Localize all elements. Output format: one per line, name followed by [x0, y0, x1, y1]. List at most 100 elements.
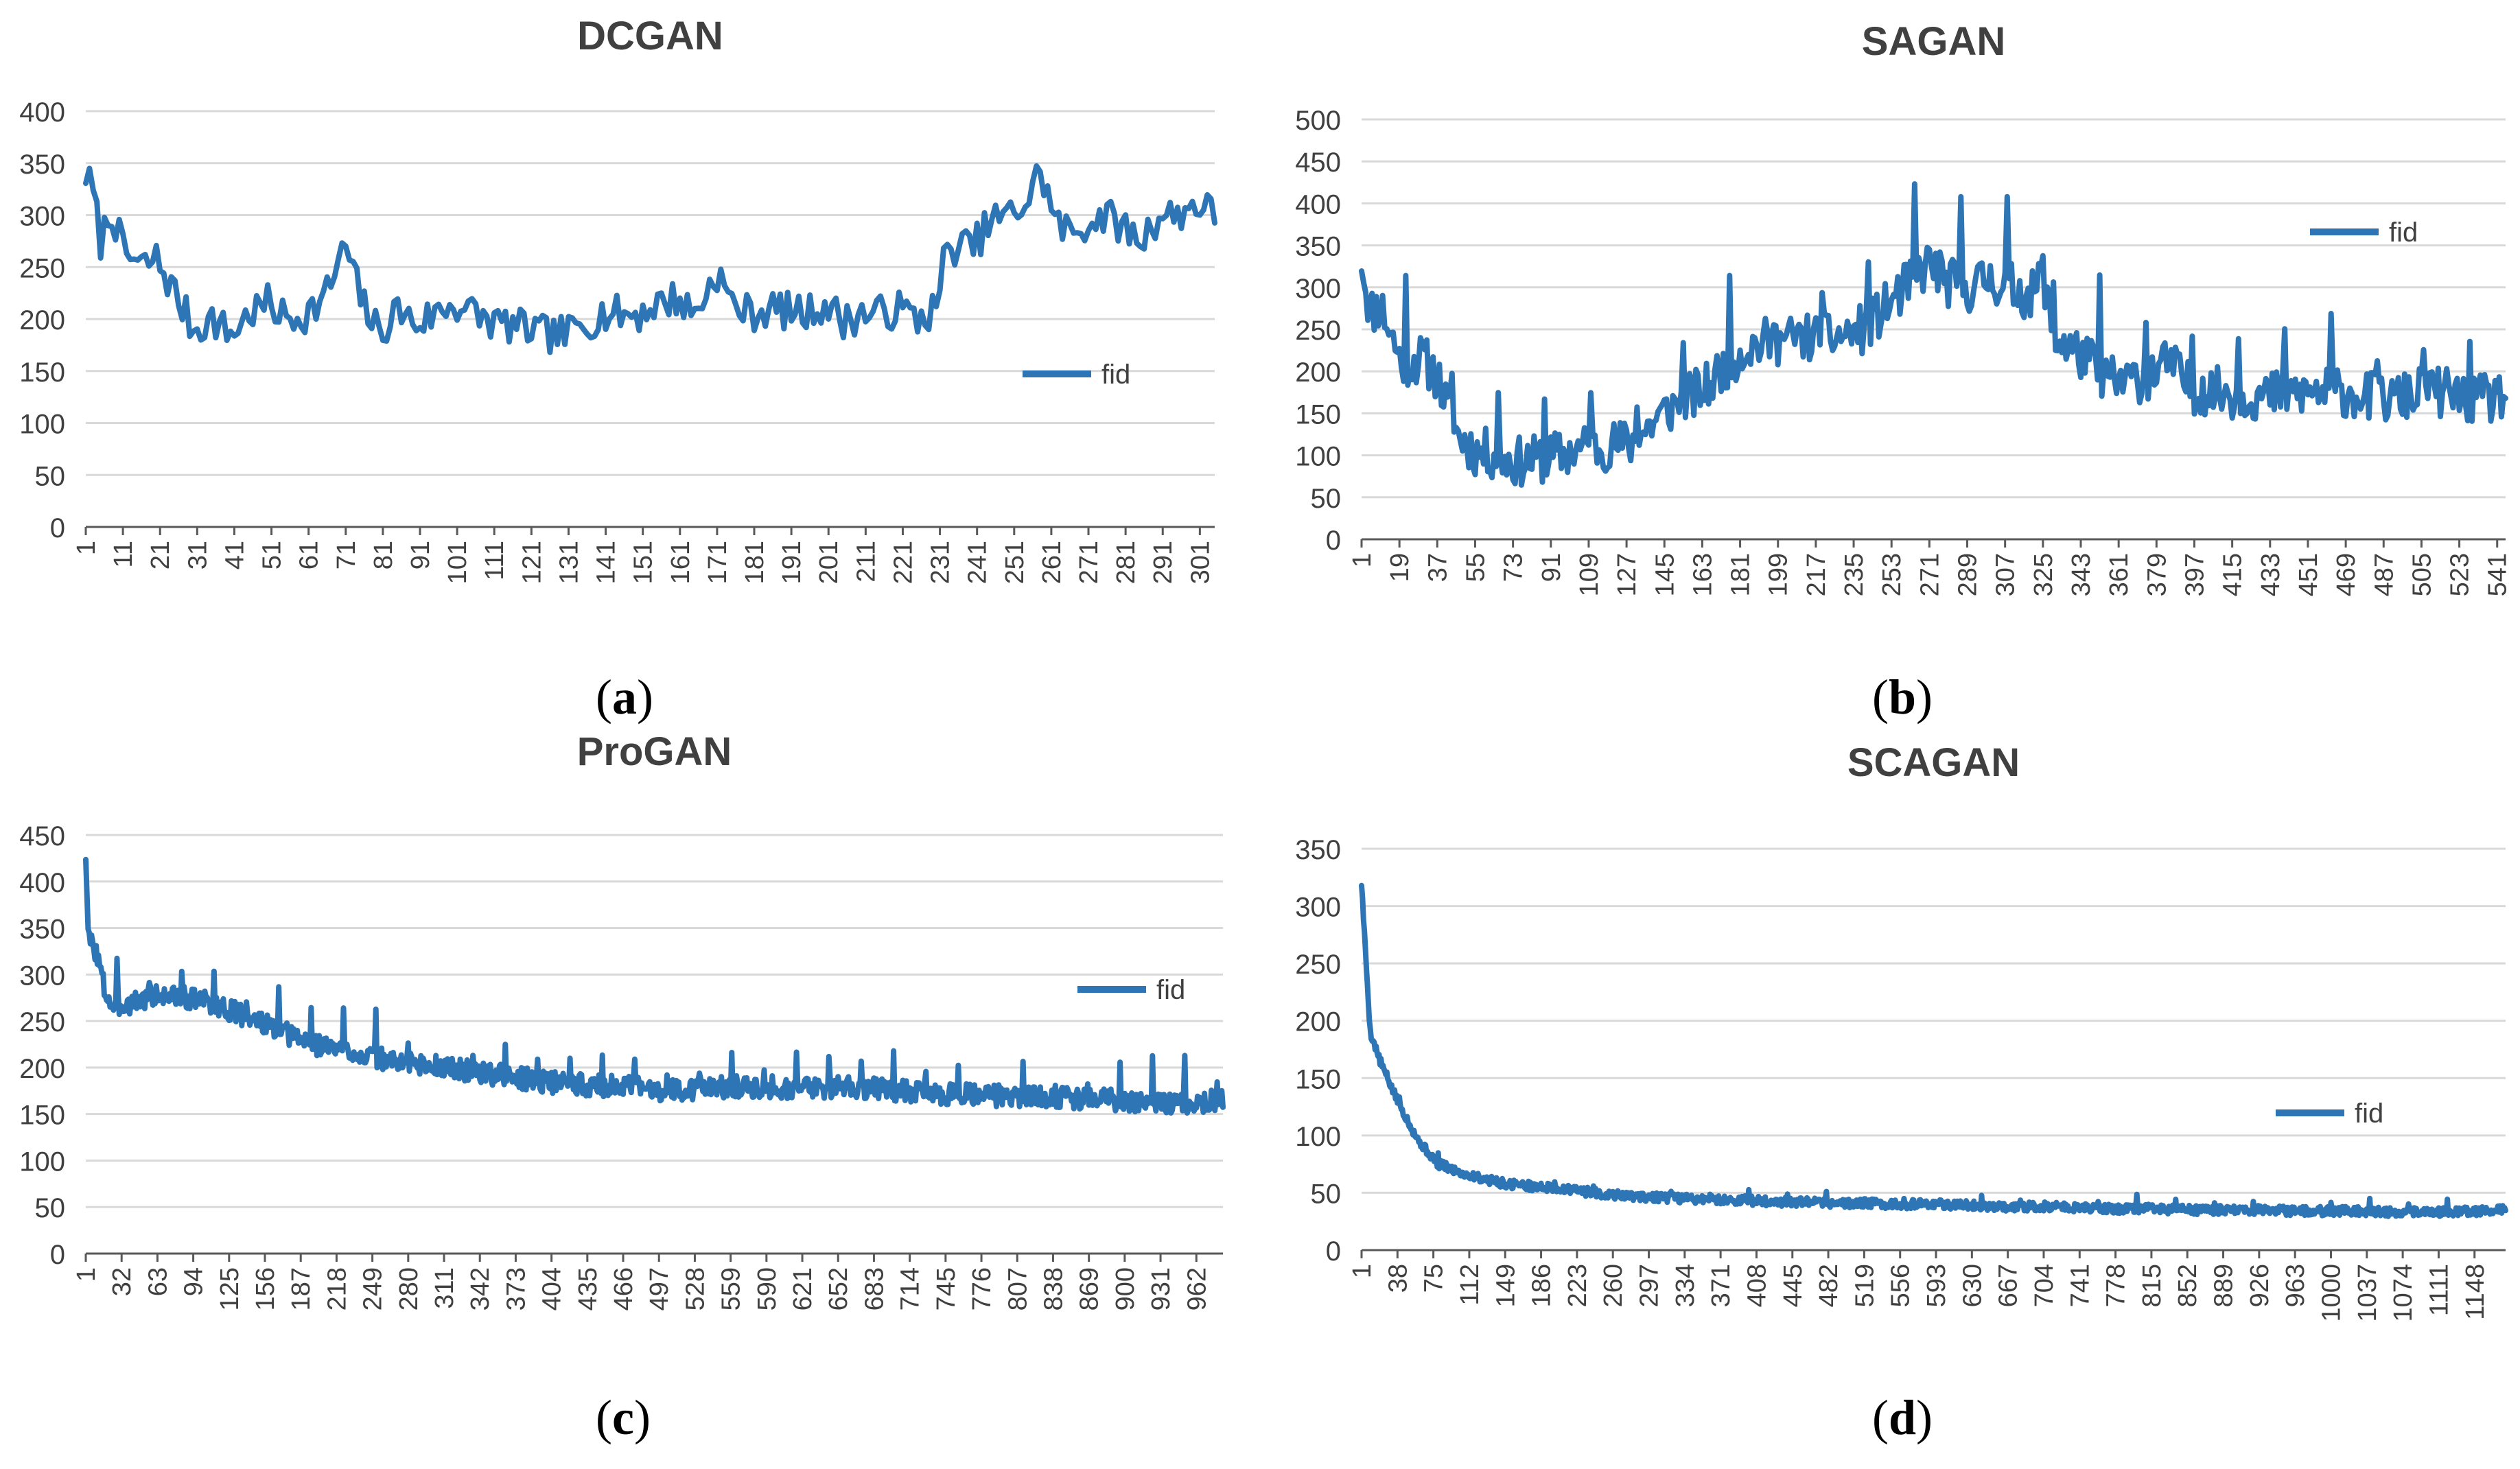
x-tick-label: 261: [1038, 541, 1066, 584]
x-tick-label: 435: [574, 1267, 603, 1311]
x-tick-label: 151: [629, 541, 658, 584]
y-tick-label: 350: [19, 150, 65, 180]
x-tick-label: 32: [108, 1267, 137, 1296]
y-tick-label: 450: [19, 821, 65, 851]
legend-label: fid: [1101, 360, 1130, 390]
x-tick-label: 121: [517, 541, 546, 584]
x-tick-label: 201: [815, 541, 843, 584]
x-tick-label: 1: [72, 541, 101, 555]
x-tick-label: 505: [2407, 553, 2436, 596]
y-tick-label: 150: [19, 357, 65, 388]
series-line-fid: [83, 856, 1226, 1116]
x-tick-label: 931: [1147, 1267, 1176, 1311]
y-tick-label: 300: [19, 202, 65, 232]
caption-a: (a): [596, 670, 653, 725]
x-tick-label: 271: [1915, 553, 1944, 596]
x-tick-label: 704: [2030, 1264, 2059, 1307]
y-tick-label: 250: [19, 1007, 65, 1037]
x-tick-label: 307: [1992, 553, 2020, 596]
x-tick-label: 667: [1994, 1264, 2023, 1307]
x-tick-label: 1037: [2353, 1264, 2382, 1322]
y-tick-label: 100: [19, 1147, 65, 1177]
x-tick-label: 889: [2210, 1264, 2239, 1307]
x-tick-label: 21: [146, 541, 175, 569]
x-tick-label: 94: [180, 1267, 209, 1296]
y-tick-label: 300: [19, 961, 65, 991]
x-tick-label: 593: [1922, 1264, 1951, 1307]
y-tick-label: 250: [1295, 316, 1341, 346]
y-tick-label: 100: [19, 410, 65, 440]
x-tick-label: 361: [2105, 553, 2134, 596]
x-tick-label: 73: [1500, 553, 1528, 582]
x-tick-label: 519: [1850, 1264, 1879, 1307]
x-tick-label: 11: [109, 541, 138, 567]
x-tick-label: 111: [480, 541, 509, 580]
series-line-fid: [1359, 181, 2508, 488]
x-tick-label: 838: [1039, 1267, 1068, 1311]
y-tick-label: 400: [19, 868, 65, 898]
x-tick-label: 741: [2066, 1264, 2095, 1307]
chart-b-svg: SAGAN 0 50 100 150 200 250 300 350 400 450 500 1 19 37…: [1295, 19, 2512, 596]
x-tick-label: 91: [406, 541, 435, 569]
y-tick-label: 350: [1295, 835, 1341, 865]
y-tick-label: 100: [1295, 1122, 1341, 1152]
x-tick-label: 186: [1528, 1264, 1556, 1307]
x-tick-label: 1111: [2425, 1264, 2453, 1316]
y-tick-label: 250: [1295, 950, 1341, 980]
x-tick-label: 559: [717, 1267, 746, 1311]
x-tick-label: 807: [1003, 1267, 1032, 1311]
y-tick-label: 150: [1295, 1064, 1341, 1094]
x-tick-label: 131: [555, 541, 583, 584]
x-tick-label: 55: [1461, 553, 1490, 582]
x-tick-label: 466: [609, 1267, 638, 1311]
y-tick-label: 350: [19, 915, 65, 945]
y-tick-label: 300: [1295, 274, 1341, 304]
x-tick-label: 523: [2446, 553, 2475, 596]
x-tick-label: 1148: [2461, 1264, 2490, 1320]
caption-c: (c): [596, 1390, 651, 1445]
chart-panel-c: ProGAN 0 50 100 150 200 250 300 350 400 450 1 32 63 94…: [0, 729, 1260, 1469]
y-tick-label: 0: [1326, 526, 1341, 556]
x-tick-label: 714: [896, 1267, 925, 1311]
x-tick-label: 109: [1575, 553, 1604, 596]
x-tick-label: 1: [1348, 553, 1377, 567]
x-tick-label: 171: [703, 541, 732, 584]
y-tick-label: 200: [1295, 1007, 1341, 1037]
chart-title: ProGAN: [577, 729, 732, 774]
x-tick-label: 311: [430, 1267, 459, 1309]
x-tick-label: 408: [1742, 1264, 1771, 1307]
x-tick-label: 218: [323, 1267, 351, 1311]
x-tick-label: 334: [1671, 1264, 1700, 1307]
x-tick-label: 541: [2484, 553, 2512, 596]
x-tick-label: 926: [2245, 1264, 2274, 1307]
x-tick-label: 590: [753, 1267, 782, 1311]
x-tick-label: 404: [538, 1267, 567, 1311]
x-tick-label: 1: [72, 1267, 101, 1282]
x-tick-label: 145: [1650, 553, 1679, 596]
x-tick-label: 101: [443, 541, 472, 584]
x-tick-label: 415: [2219, 553, 2248, 596]
x-tick-label: 745: [932, 1267, 961, 1311]
chart-d-svg: SCAGAN 0 50 100 150 200 250 300 350 1 38 75 112 149 18…: [1295, 740, 2508, 1322]
chart-title: SAGAN: [1862, 19, 2005, 64]
x-tick-label: 161: [666, 541, 695, 584]
x-tick-label: 289: [1954, 553, 1983, 596]
x-tick-label: 528: [681, 1267, 710, 1311]
x-tick-label: 776: [968, 1267, 996, 1311]
y-tick-label: 450: [1295, 148, 1341, 178]
x-tick-label: 181: [740, 541, 769, 584]
x-tick-label: 81: [369, 541, 398, 569]
y-tick-label: 400: [1295, 189, 1341, 220]
x-tick-label: 1074: [2389, 1264, 2418, 1322]
y-tick-label: 350: [1295, 232, 1341, 262]
x-tick-label: 251: [1001, 541, 1029, 584]
legend-label: fid: [1156, 975, 1185, 1005]
x-tick-label: 301: [1186, 541, 1215, 584]
x-tick-label: 75: [1420, 1264, 1449, 1293]
x-tick-label: 223: [1563, 1264, 1592, 1307]
x-tick-label: 125: [215, 1267, 244, 1311]
x-tick-label: 271: [1075, 541, 1104, 584]
x-tick-label: 469: [2332, 553, 2361, 596]
x-tick-label: 963: [2281, 1264, 2310, 1307]
